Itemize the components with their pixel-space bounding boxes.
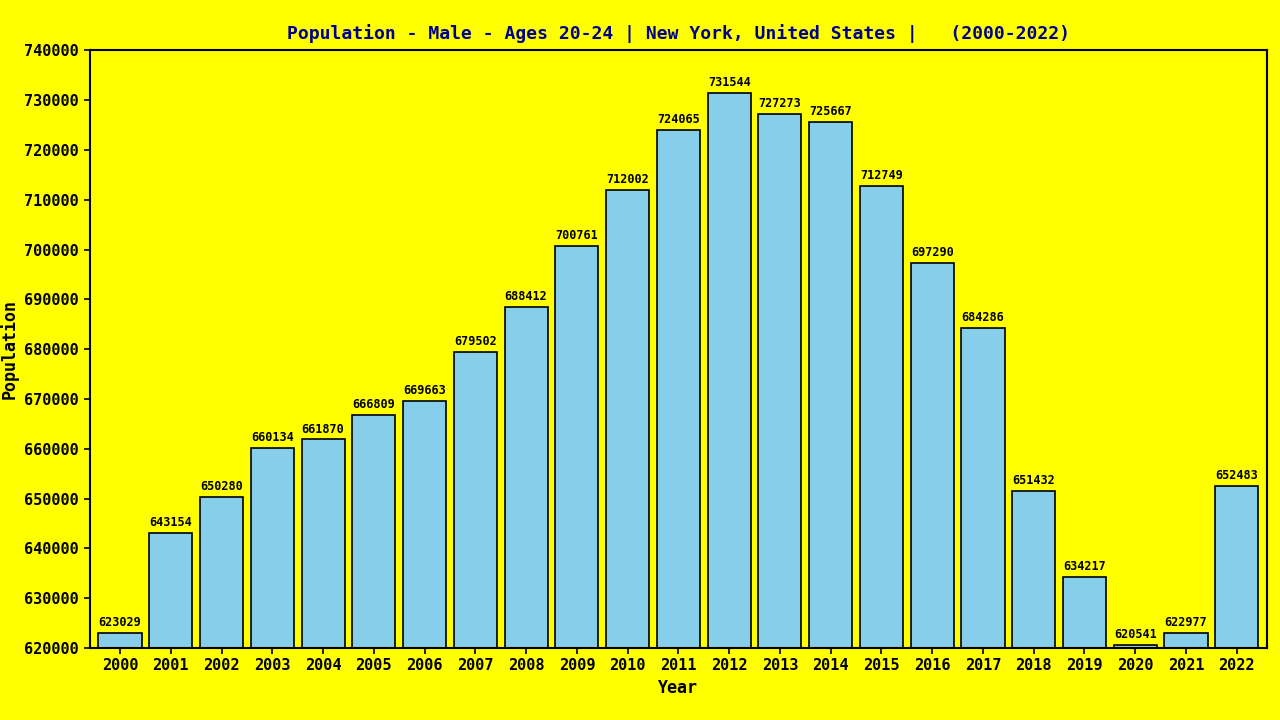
Bar (809, 122, 852, 720)
Bar (1012, 492, 1055, 720)
Bar (556, 246, 599, 720)
Bar (758, 114, 801, 720)
Text: 620541: 620541 (1114, 629, 1157, 642)
Bar (1114, 645, 1157, 720)
Text: 622977: 622977 (1165, 616, 1207, 629)
X-axis label: Year: Year (658, 679, 699, 697)
Text: 688412: 688412 (504, 290, 548, 303)
Text: 697290: 697290 (911, 246, 954, 259)
Bar (1062, 577, 1106, 720)
Bar (454, 351, 497, 720)
Text: 634217: 634217 (1064, 560, 1106, 573)
Text: 727273: 727273 (759, 96, 801, 109)
Text: 724065: 724065 (657, 113, 700, 126)
Text: 623029: 623029 (99, 616, 141, 629)
Text: 700761: 700761 (556, 229, 598, 242)
Text: 684286: 684286 (961, 311, 1005, 324)
Bar (961, 328, 1005, 720)
Bar (403, 400, 447, 720)
Bar (504, 307, 548, 720)
Bar (910, 263, 954, 720)
Text: 650280: 650280 (200, 480, 243, 493)
Text: 679502: 679502 (454, 335, 497, 348)
Title: Population - Male - Ages 20-24 | New York, United States |   (2000-2022): Population - Male - Ages 20-24 | New Yor… (287, 24, 1070, 43)
Text: 731544: 731544 (708, 76, 750, 89)
Bar (99, 633, 142, 720)
Bar (352, 415, 396, 720)
Bar (251, 448, 294, 720)
Text: 651432: 651432 (1012, 474, 1055, 487)
Bar (657, 130, 700, 720)
Bar (1215, 486, 1258, 720)
Bar (200, 498, 243, 720)
Text: 643154: 643154 (150, 516, 192, 528)
Bar (605, 190, 649, 720)
Text: 712002: 712002 (607, 173, 649, 186)
Bar (860, 186, 902, 720)
Text: 661870: 661870 (302, 423, 344, 436)
Bar (302, 439, 344, 720)
Bar (150, 533, 192, 720)
Text: 652483: 652483 (1216, 469, 1258, 482)
Text: 712749: 712749 (860, 169, 902, 182)
Bar (1165, 633, 1207, 720)
Text: 669663: 669663 (403, 384, 445, 397)
Y-axis label: Population: Population (0, 300, 19, 399)
Bar (708, 92, 751, 720)
Text: 725667: 725667 (809, 105, 852, 118)
Text: 660134: 660134 (251, 431, 293, 444)
Text: 666809: 666809 (352, 398, 396, 411)
